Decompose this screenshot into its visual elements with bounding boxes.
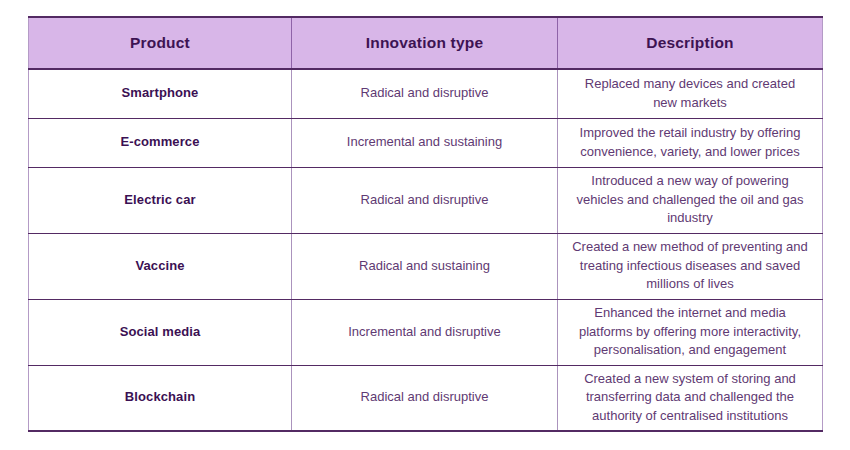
product-cell: Social media <box>29 299 292 365</box>
product-cell: Smartphone <box>29 69 292 118</box>
header-product: Product <box>29 17 292 69</box>
header-description: Description <box>558 17 823 69</box>
innovation-table: Product Innovation type Description Smar… <box>28 16 823 432</box>
table-row: Vaccine Radical and sustaining Created a… <box>29 233 823 299</box>
table-header-row: Product Innovation type Description <box>29 17 823 69</box>
product-cell: Blockchain <box>29 365 292 431</box>
description-cell: Created a new method of preventing and t… <box>558 233 823 299</box>
product-cell: Electric car <box>29 167 292 233</box>
innovation-type-cell: Incremental and sustaining <box>292 118 558 167</box>
table-row: Social media Incremental and disruptive … <box>29 299 823 365</box>
description-cell: Replaced many devices and created new ma… <box>558 69 823 118</box>
description-cell: Improved the retail industry by offering… <box>558 118 823 167</box>
table-row: Blockchain Radical and disruptive Create… <box>29 365 823 431</box>
table-row: E-commerce Incremental and sustaining Im… <box>29 118 823 167</box>
table-row: Smartphone Radical and disruptive Replac… <box>29 69 823 118</box>
table-row: Electric car Radical and disruptive Intr… <box>29 167 823 233</box>
innovation-table-container: Product Innovation type Description Smar… <box>28 16 822 432</box>
product-cell: E-commerce <box>29 118 292 167</box>
description-cell: Created a new system of storing and tran… <box>558 365 823 431</box>
innovation-type-cell: Radical and disruptive <box>292 69 558 118</box>
innovation-type-cell: Radical and disruptive <box>292 167 558 233</box>
description-cell: Enhanced the internet and media platform… <box>558 299 823 365</box>
product-cell: Vaccine <box>29 233 292 299</box>
innovation-type-cell: Radical and disruptive <box>292 365 558 431</box>
header-innovation-type: Innovation type <box>292 17 558 69</box>
innovation-type-cell: Radical and sustaining <box>292 233 558 299</box>
description-cell: Introduced a new way of powering vehicle… <box>558 167 823 233</box>
innovation-type-cell: Incremental and disruptive <box>292 299 558 365</box>
